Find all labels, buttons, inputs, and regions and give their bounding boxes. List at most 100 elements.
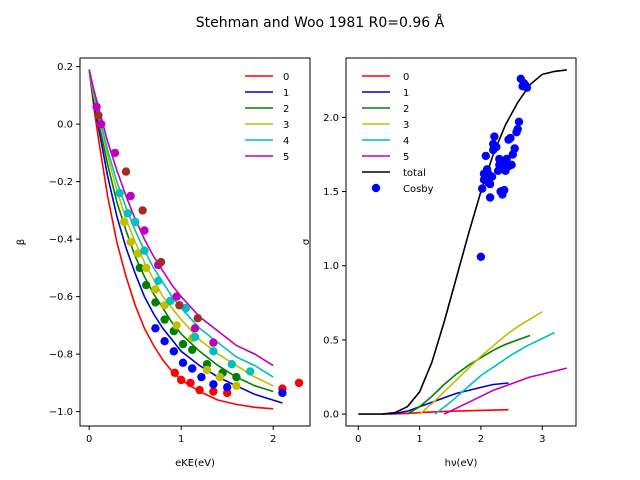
series-line-4 — [434, 331, 555, 415]
data-point — [197, 372, 206, 382]
x-tick-label: 2 — [270, 434, 276, 445]
data-point — [232, 381, 241, 390]
legend-label: 3 — [283, 120, 289, 131]
y-tick-label: 0.0 — [323, 410, 339, 421]
data-point — [126, 237, 135, 247]
x-tick-label: 1 — [178, 434, 184, 445]
legend-label: 4 — [283, 136, 289, 147]
y-tick-label: 2.0 — [323, 113, 339, 124]
data-point — [195, 385, 204, 395]
data-point — [169, 347, 178, 356]
plot-area — [358, 69, 567, 415]
series-line-1 — [382, 382, 509, 415]
data-point — [142, 280, 151, 290]
y-tick-label: 1.5 — [323, 187, 339, 198]
x-tick-label: 2 — [478, 434, 484, 445]
x-tick-label: 0 — [86, 434, 92, 445]
data-point — [151, 324, 160, 333]
series-line-4 — [88, 69, 274, 378]
data-point — [209, 347, 218, 356]
data-point — [126, 191, 135, 201]
data-point — [175, 301, 184, 310]
data-point — [489, 139, 498, 149]
data-point — [188, 345, 197, 354]
series-line-3 — [419, 311, 543, 415]
data-point — [190, 332, 200, 342]
legend-label: total — [403, 168, 426, 179]
data-point — [97, 119, 106, 129]
data-point — [209, 387, 218, 396]
data-point — [178, 358, 188, 367]
series-line-3 — [88, 69, 274, 387]
data-point — [485, 193, 495, 202]
data-point — [138, 206, 147, 215]
data-point — [232, 372, 241, 382]
data-point — [135, 263, 144, 273]
data-point — [166, 296, 175, 306]
data-point — [140, 226, 149, 235]
data-point — [223, 383, 232, 392]
x-axis-label: hν(eV) — [445, 458, 478, 469]
data-point — [151, 298, 160, 307]
y-axis-label: σ — [301, 238, 312, 245]
legend: 0 1 2 3 4 5 total Cosby — [362, 72, 434, 195]
data-point — [514, 117, 524, 127]
data-point — [170, 368, 179, 377]
y-tick-label: −0.2 — [49, 177, 73, 188]
legend-label: 1 — [283, 88, 289, 99]
data-point — [133, 249, 143, 258]
x-tick-label: 3 — [539, 434, 545, 445]
axes-frame — [79, 57, 311, 427]
series-line-5 — [443, 367, 567, 415]
data-point — [190, 324, 200, 333]
data-point — [178, 339, 188, 349]
data-point — [478, 184, 487, 193]
data-point — [154, 276, 163, 285]
data-point — [215, 372, 224, 382]
data-point — [522, 83, 532, 92]
data-point — [479, 169, 489, 178]
series-line-2 — [406, 334, 531, 415]
beta-panel: 0 1 2 −1.0 −0.8 −0.6 −0.4 −0.2 0.0 0.2 eKE(eV) β 0 1 2… — [16, 57, 311, 469]
x-axis-label: eKE(eV) — [175, 458, 215, 469]
data-point — [498, 163, 507, 172]
y-tick-label: 0.2 — [57, 62, 73, 73]
sigma-panel: 0 1 2 3 0.0 0.5 1.0 1.5 2.0 hν(eV) σ 0 1 2 3 4 5 total Cos… — [301, 57, 577, 469]
legend-label: 1 — [403, 88, 409, 99]
data-point — [142, 263, 151, 273]
data-point — [490, 132, 499, 141]
legend-label: 2 — [403, 104, 409, 115]
data-point — [94, 111, 103, 120]
data-point — [193, 314, 202, 323]
data-point — [209, 380, 218, 389]
data-point — [510, 144, 519, 153]
x-tick-label: 1 — [416, 434, 422, 445]
data-point — [172, 292, 181, 301]
axes-frame — [345, 57, 577, 427]
y-tick-label: −0.4 — [49, 235, 73, 246]
data-point — [485, 179, 495, 189]
data-point — [227, 360, 236, 369]
y-tick-label: −0.8 — [49, 350, 73, 361]
data-point — [500, 185, 509, 195]
data-point — [120, 217, 129, 227]
data-point — [209, 338, 218, 347]
legend-label: 4 — [403, 136, 409, 147]
y-tick-label: 1.0 — [323, 261, 339, 272]
legend-label: 2 — [283, 104, 289, 115]
data-point — [481, 151, 490, 161]
legend: 0 1 2 3 4 5 — [245, 72, 289, 163]
data-point — [121, 167, 131, 176]
data-point — [246, 367, 255, 376]
data-point — [151, 285, 160, 294]
y-axis-label: β — [16, 239, 27, 245]
data-point — [156, 257, 166, 267]
plot-area — [88, 69, 304, 410]
data-point — [92, 102, 101, 112]
data-point — [131, 217, 140, 227]
data-point — [278, 388, 287, 398]
data-point — [160, 315, 169, 324]
data-point — [181, 303, 190, 313]
legend-marker — [371, 183, 381, 193]
